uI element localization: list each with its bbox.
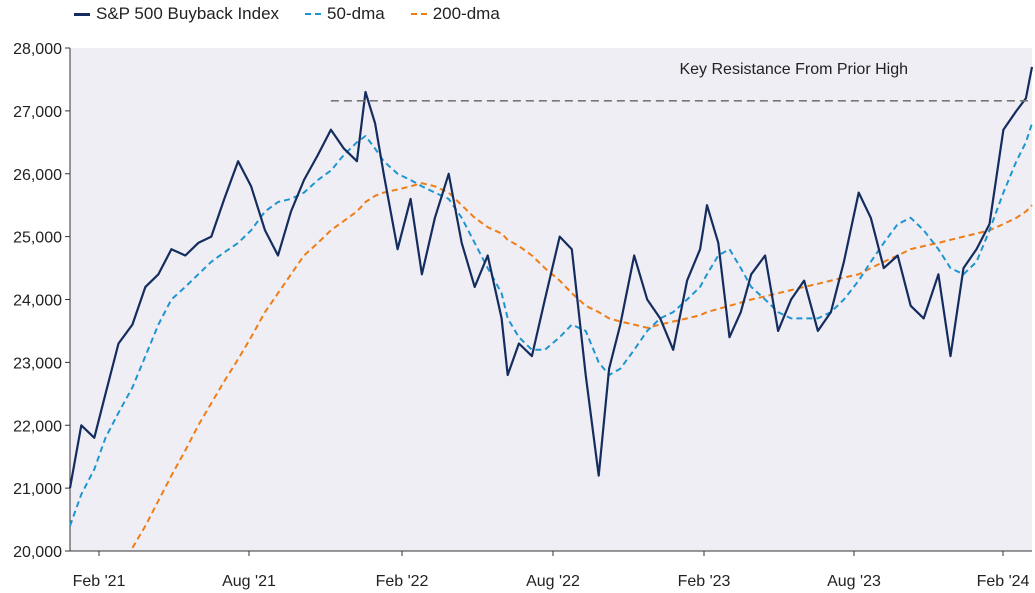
series-line-50-dma [69,123,1033,527]
plot-area-background [70,48,1032,551]
legend-swatch-dashed-orange [410,13,427,15]
series-line-buyback-index [68,66,1034,489]
y-tick-label: 21,000 [13,481,62,498]
legend: S&P 500 Buyback Index 50-dma 200-dma [74,2,500,26]
legend-item-200-dma: 200-dma [410,4,500,24]
legend-label-200-dma: 200-dma [432,4,500,23]
y-tick-label: 26,000 [13,167,62,184]
series-layer [68,66,1034,549]
y-tick-label: 25,000 [13,230,62,247]
y-tick-label: 20,000 [13,544,62,561]
x-tick-label: Feb '21 [73,573,126,590]
x-tick-label: Feb '24 [977,573,1030,590]
y-tick-label: 28,000 [13,41,62,58]
x-tick-label: Feb '23 [678,573,731,590]
legend-item-50-dma: 50-dma [305,4,385,24]
y-tick-label: 27,000 [13,104,62,121]
x-axis-ticks: Feb '21 Aug '21 Feb '22 Aug '22 Feb '23 Aug '… [73,551,1030,590]
x-tick-label: Feb '22 [376,573,429,590]
resistance-annotation: Key Resistance From Prior High [679,61,908,78]
x-tick-label: Aug '21 [222,573,276,590]
legend-item-buyback-index: S&P 500 Buyback Index [74,4,279,24]
x-tick-label: Aug '23 [827,573,881,590]
legend-swatch-dashed-blue [305,13,322,15]
legend-label-50-dma: 50-dma [327,4,385,23]
y-tick-label: 22,000 [13,418,62,435]
y-tick-label: 24,000 [13,293,62,310]
legend-swatch-solid-line [74,12,90,16]
y-tick-label: 23,000 [13,355,62,372]
x-tick-label: Aug '22 [526,573,580,590]
legend-label-buyback-index: S&P 500 Buyback Index [96,4,280,23]
y-axis-ticks: 20,000 21,000 22,000 23,000 24,000 25,000 26,0… [13,41,70,561]
series-line-200-dma [131,182,1033,549]
